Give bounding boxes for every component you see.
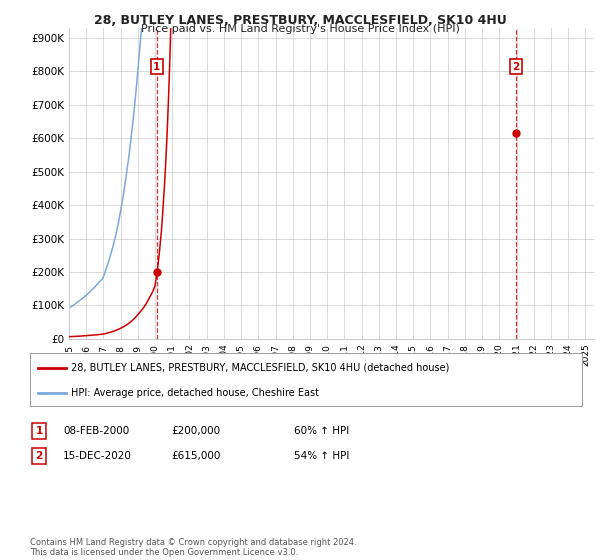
Text: 2: 2: [35, 451, 43, 461]
Text: 1: 1: [153, 62, 160, 72]
Text: £200,000: £200,000: [171, 426, 220, 436]
Text: 08-FEB-2000: 08-FEB-2000: [63, 426, 129, 436]
Text: Contains HM Land Registry data © Crown copyright and database right 2024.
This d: Contains HM Land Registry data © Crown c…: [30, 538, 356, 557]
Text: 60% ↑ HPI: 60% ↑ HPI: [294, 426, 349, 436]
Text: 1: 1: [35, 426, 43, 436]
Text: 54% ↑ HPI: 54% ↑ HPI: [294, 451, 349, 461]
Text: 28, BUTLEY LANES, PRESTBURY, MACCLESFIELD, SK10 4HU: 28, BUTLEY LANES, PRESTBURY, MACCLESFIEL…: [94, 14, 506, 27]
Text: Price paid vs. HM Land Registry's House Price Index (HPI): Price paid vs. HM Land Registry's House …: [140, 24, 460, 34]
Text: 15-DEC-2020: 15-DEC-2020: [63, 451, 132, 461]
Text: 2: 2: [512, 62, 520, 72]
Text: £615,000: £615,000: [171, 451, 220, 461]
Text: 28, BUTLEY LANES, PRESTBURY, MACCLESFIELD, SK10 4HU (detached house): 28, BUTLEY LANES, PRESTBURY, MACCLESFIEL…: [71, 363, 450, 373]
Text: HPI: Average price, detached house, Cheshire East: HPI: Average price, detached house, Ches…: [71, 388, 319, 398]
